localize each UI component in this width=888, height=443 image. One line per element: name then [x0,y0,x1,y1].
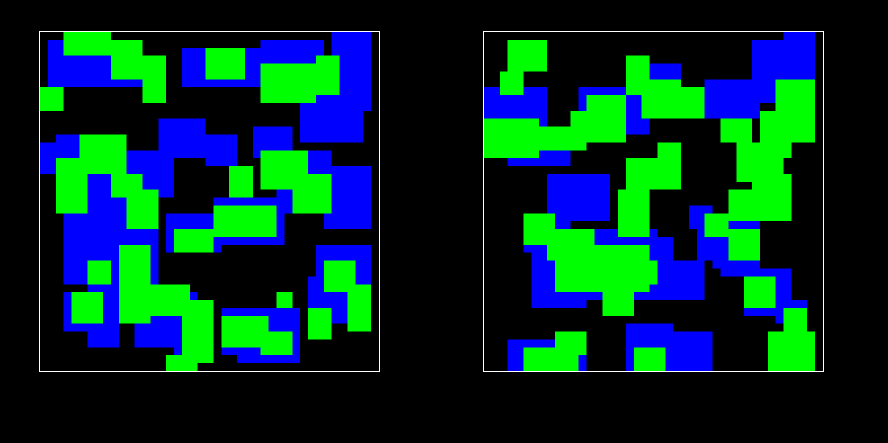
right-panel-green-region-8 [673,87,705,119]
right-panel-green-region-22 [602,284,634,316]
left-panel-green-region-1 [110,39,143,80]
right-panel-green-region-14 [728,189,760,222]
left-panel-green-region-2 [142,55,167,103]
left-panel-green-region-25 [347,284,372,332]
left-lattice-panel [39,31,380,372]
right-panel-green-region-16 [657,142,682,167]
right-panel-green-region-23 [633,260,658,285]
left-panel-green-region-3 [205,47,245,80]
right-panel-green-region-29 [633,347,666,371]
right-panel-blue-region-22 [673,331,713,371]
left-panel-green-region-14 [174,229,214,253]
right-lattice-image [484,32,816,371]
right-panel-blue-region-12 [657,260,705,301]
left-panel-green-region-18 [181,300,214,364]
right-panel-green-region-17 [618,189,650,237]
left-lattice-image [40,32,372,371]
left-panel-green-region-10 [126,189,159,230]
right-panel-green-region-24 [704,213,729,237]
left-panel-green-region-8 [55,158,88,214]
left-panel-green-region-6 [40,87,64,111]
right-panel-green-region-26 [744,276,776,308]
right-panel-green-region-28 [554,331,587,356]
right-panel-green-region-25 [728,229,760,261]
left-panel-green-region-26 [308,307,332,340]
right-panel-green-region-30 [767,331,816,371]
left-panel-green-region-27 [276,292,293,308]
right-panel-green-region-1 [499,71,524,96]
left-panel-green-region-23 [260,331,293,356]
right-panel-green-region-11 [775,79,816,143]
right-panel-green-region-5 [586,95,626,143]
left-panel-blue-region-17 [323,166,372,230]
right-panel-green-region-2 [484,118,540,159]
left-green-layer [40,32,372,371]
right-green-layer [484,39,816,371]
right-lattice-panel [483,31,824,372]
left-panel-green-region-12 [292,173,332,214]
left-panel-green-region-15 [229,166,253,198]
left-panel-green-region-19 [166,355,198,371]
left-panel-green-region-21 [87,260,111,285]
left-panel-blue-region-10 [205,134,238,167]
left-panel-green-region-4 [260,63,316,103]
right-panel-green-region-31 [783,307,808,332]
left-panel-blue-region-8 [158,118,206,159]
left-panel-green-region-0 [63,32,111,56]
right-panel-blue-region-4 [704,79,760,119]
left-panel-green-region-20 [71,292,104,324]
left-panel-green-region-13 [213,205,277,237]
right-panel-green-region-0 [507,39,548,72]
right-panel-green-region-9 [720,118,753,143]
right-panel-blue-region-6 [783,32,816,80]
left-panel-green-region-7 [79,134,127,174]
right-panel-green-region-21 [554,260,595,293]
left-panel-green-region-16 [118,244,151,324]
left-panel-green-region-5 [315,55,340,96]
